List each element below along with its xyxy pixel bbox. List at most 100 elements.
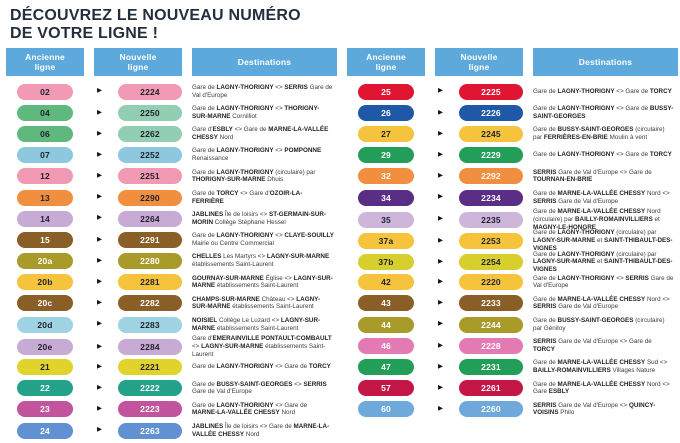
line-row: 44 ▶ 2244 Gare de BUSSY-SAINT-GEORGES (circ… bbox=[347, 314, 678, 335]
destination-text: Gare de BUSSY-SAINT-GEORGES <> SERRIS Ga… bbox=[192, 380, 327, 396]
old-line-badge: 37b bbox=[358, 254, 414, 271]
destination-text: Gare de LAGNY-THORIGNY <> CLAYE-SOUILLY … bbox=[192, 232, 334, 247]
old-line-badge: 57 bbox=[358, 380, 414, 397]
old-line-badge: 21 bbox=[17, 359, 73, 376]
column-header-destinations: Destinations bbox=[192, 48, 337, 76]
line-row: 37b ▶ 2254 Gare de LAGNY-THORIGNY (circulai… bbox=[347, 250, 678, 273]
old-line-badge: 32 bbox=[358, 168, 414, 185]
destination-text: Gare de LAGNY-THORIGNY (circulaire) par … bbox=[533, 229, 673, 252]
old-line-badge: 06 bbox=[17, 125, 73, 142]
table-rows: 25 ▶ 2225 Gare de LAGNY-THORIGNY <> Gare de… bbox=[347, 81, 678, 420]
destination-text: CHAMPS-SUR-MARNE Château <> LAGNY-SUR-MA… bbox=[192, 295, 321, 311]
old-line-badge: 12 bbox=[17, 168, 73, 185]
line-renumbering-tables: Ancienne ligne Nouvelle ligne Destinatio… bbox=[0, 42, 680, 441]
new-line-badge: 2224 bbox=[118, 83, 182, 100]
line-row: 37a ▶ 2253 Gare de LAGNY-THORIGNY (circulai… bbox=[347, 229, 678, 252]
destination-text: Gare de MARNE-LA-VALLÉE CHESSY Sud <> BA… bbox=[533, 359, 668, 375]
old-line-badge: 20b bbox=[17, 274, 73, 291]
destination-text: Gare de LAGNY-THORIGNY <> Gare de TORCY bbox=[192, 363, 331, 371]
column-header-new-line: Nouvelle ligne bbox=[435, 48, 523, 76]
line-row: 20a ▶ 2280 CHELLES Les Martyrs <> LAGNY-SUR… bbox=[6, 251, 337, 272]
old-line-badge: 46 bbox=[358, 337, 414, 354]
old-line-badge: 20c bbox=[17, 295, 73, 312]
line-row: 06 ▶ 2262 Gare d'ESBLY <> Gare de MARNE-LA-… bbox=[6, 123, 337, 144]
line-row: 20e ▶ 2284 Gare d'EMERAINVILLE PONTAULT-COM… bbox=[6, 335, 337, 358]
destination-text: Gare d'EMERAINVILLE PONTAULT-COMBAULT <>… bbox=[192, 335, 332, 358]
new-line-badge: 2226 bbox=[459, 104, 523, 121]
arrow-right-icon: ▶ bbox=[438, 172, 443, 180]
arrow-right-icon: ▶ bbox=[97, 235, 102, 243]
new-line-badge: 2225 bbox=[459, 83, 523, 100]
destination-text: SERRIS Gare de Val d'Europe <> Gare de T… bbox=[533, 338, 652, 353]
column-header-destinations: Destinations bbox=[533, 48, 678, 76]
new-line-badge: 2254 bbox=[459, 254, 523, 271]
arrow-right-icon: ▶ bbox=[97, 87, 102, 95]
arrow-right-icon: ▶ bbox=[97, 108, 102, 116]
new-line-badge: 2283 bbox=[118, 316, 182, 333]
line-row: 13 ▶ 2290 Gare de TORCY <> Gare d'OZOIR-LA-… bbox=[6, 187, 337, 208]
arrow-right-icon: ▶ bbox=[97, 299, 102, 307]
line-row: 24 ▶ 2263 JABLINES Île de loisirs <> Gare d… bbox=[6, 420, 337, 441]
destination-text: Gare de LAGNY-THORIGNY (circulaire) par … bbox=[533, 250, 673, 273]
arrow-right-icon: ▶ bbox=[97, 278, 102, 286]
old-line-badge: 15 bbox=[17, 231, 73, 248]
line-row: 57 ▶ 2261 Gare de MARNE-LA-VALLÉE CHESSY No… bbox=[347, 378, 678, 399]
arrow-right-icon: ▶ bbox=[97, 214, 102, 222]
arrow-right-icon: ▶ bbox=[438, 108, 443, 116]
column-header-old-line: Ancienne ligne bbox=[6, 48, 84, 76]
old-line-badge: 20e bbox=[17, 338, 73, 355]
line-row: 22 ▶ 2222 Gare de BUSSY-SAINT-GEORGES <> SE… bbox=[6, 378, 337, 399]
destination-text: JABLINES Île de loisirs <> Gare de MARNE… bbox=[192, 422, 330, 438]
line-row: 20b ▶ 2281 GOURNAY-SUR-MARNE Église <> LAGN… bbox=[6, 272, 337, 293]
arrow-right-icon: ▶ bbox=[97, 383, 102, 391]
destination-text: GOURNAY-SUR-MARNE Église <> LAGNY-SUR-MA… bbox=[192, 274, 333, 290]
renumbering-table-right: Ancienne ligne Nouvelle ligne Destinatio… bbox=[347, 48, 678, 441]
arrow-right-icon: ▶ bbox=[438, 299, 443, 307]
line-row: 43 ▶ 2233 Gare de MARNE-LA-VALLÉE CHESSY No… bbox=[347, 293, 678, 314]
arrow-right-icon: ▶ bbox=[97, 193, 102, 201]
destination-text: Gare de LAGNY-THORIGNY <> SERRIS Gare de… bbox=[533, 274, 674, 290]
old-line-badge: 23 bbox=[17, 401, 73, 418]
new-line-badge: 2264 bbox=[118, 210, 182, 227]
destination-text: SERRIS Gare de Val d'Europe <> QUINCY-VO… bbox=[533, 401, 656, 417]
line-row: 34 ▶ 2234 Gare de MARNE-LA-VALLÉE CHESSY No… bbox=[347, 187, 678, 208]
destination-text: Gare de LAGNY-THORIGNY (circulaire) par … bbox=[192, 168, 316, 184]
arrow-right-icon: ▶ bbox=[438, 150, 443, 158]
new-line-badge: 2231 bbox=[459, 359, 523, 376]
destination-text: Gare de LAGNY-THORIGNY <> POMPONNE Renai… bbox=[192, 147, 322, 163]
old-line-badge: 43 bbox=[358, 295, 414, 312]
arrow-right-icon: ▶ bbox=[438, 320, 443, 328]
destination-text: Gare d'ESBLY <> Gare de MARNE-LA-VALLÉE … bbox=[192, 126, 329, 141]
old-line-badge: 42 bbox=[358, 274, 414, 291]
old-line-badge: 13 bbox=[17, 189, 73, 206]
new-line-badge: 2222 bbox=[118, 380, 182, 397]
page-title: DÉCOUVREZ LE NOUVEAU NUMÉRO DE VOTRE LIG… bbox=[0, 0, 680, 42]
old-line-badge: 04 bbox=[17, 104, 73, 121]
arrow-right-icon: ▶ bbox=[97, 342, 102, 350]
destination-text: Gare de LAGNY-THORIGNY <> Gare de TORCY bbox=[533, 151, 672, 159]
new-line-badge: 2235 bbox=[459, 211, 523, 228]
destination-text: CHELLES Les Martyrs <> LAGNY-SUR-MARNE é… bbox=[192, 253, 330, 269]
arrow-right-icon: ▶ bbox=[97, 405, 102, 413]
new-line-badge: 2262 bbox=[118, 125, 182, 142]
new-line-badge: 2251 bbox=[118, 168, 182, 185]
old-line-badge: 02 bbox=[17, 83, 73, 100]
new-line-badge: 2263 bbox=[118, 422, 182, 439]
new-line-badge: 2260 bbox=[459, 401, 523, 418]
renumbering-table-left: Ancienne ligne Nouvelle ligne Destinatio… bbox=[6, 48, 337, 441]
page-title-line2: DE VOTRE LIGNE ! bbox=[10, 24, 159, 42]
arrow-right-icon: ▶ bbox=[438, 257, 443, 265]
destination-text: Gare de LAGNY-THORIGNY <> SERRIS Gare de… bbox=[192, 83, 333, 99]
table-rows: 02 ▶ 2224 Gare de LAGNY-THORIGNY <> SERRIS … bbox=[6, 81, 337, 441]
new-line-badge: 2282 bbox=[118, 295, 182, 312]
arrow-right-icon: ▶ bbox=[438, 383, 443, 391]
arrow-right-icon: ▶ bbox=[438, 341, 443, 349]
new-line-badge: 2280 bbox=[118, 253, 182, 270]
destination-text: NOISIEL Collège Le Luzard <> LAGNY-SUR-M… bbox=[192, 316, 321, 332]
old-line-badge: 22 bbox=[17, 380, 73, 397]
table-header: Ancienne ligne Nouvelle ligne Destinatio… bbox=[347, 48, 678, 76]
new-line-badge: 2291 bbox=[118, 231, 182, 248]
arrow-right-icon: ▶ bbox=[97, 256, 102, 264]
arrow-right-icon: ▶ bbox=[438, 362, 443, 370]
old-line-badge: 20d bbox=[17, 316, 73, 333]
